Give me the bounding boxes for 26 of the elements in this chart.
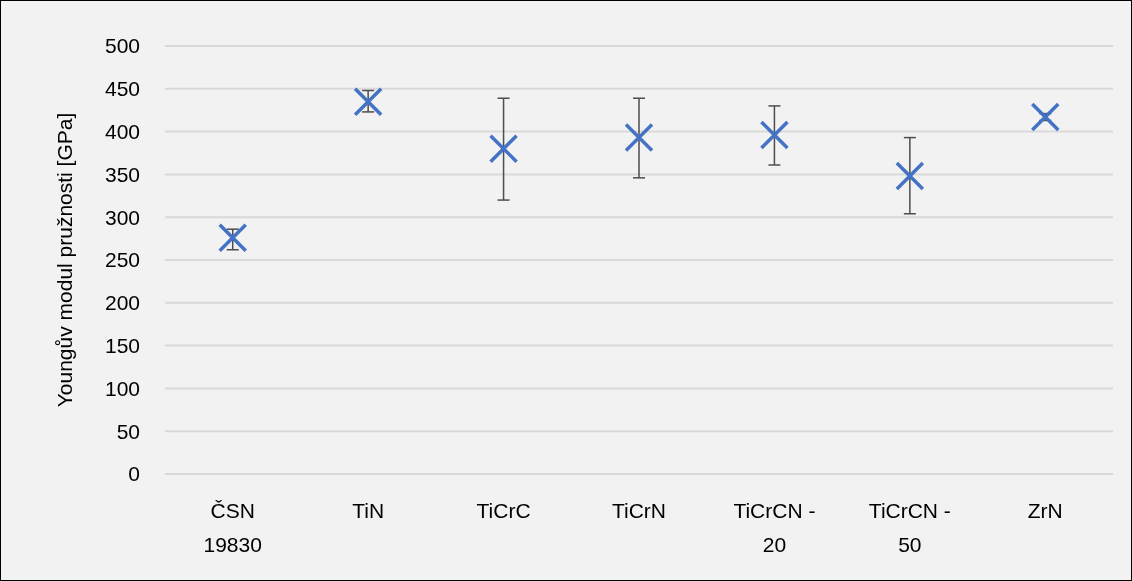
point [624,122,654,153]
point [759,120,790,150]
y-tick-label: 500 [104,34,140,58]
x-tick-label: TiN [352,499,385,522]
x-tick-label: TiCrCN - 20 [733,499,816,556]
point [1030,102,1061,132]
point [217,222,248,253]
y-tick-label: 350 [104,162,140,186]
x-tick-label: ZrN [1027,499,1063,522]
y-tick-label: 250 [104,248,140,272]
y-tick-label: 0 [128,462,140,486]
y-tick-label: 150 [104,333,140,357]
y-tick-label: 50 [116,419,140,443]
point [488,133,519,164]
x-tick-label: TiCrN [611,499,667,522]
y-tick-label: 200 [104,291,140,315]
y-tick-label: 300 [104,205,140,229]
x-tick-label: TiCrC [476,499,531,522]
x-tick-label: TiCrCN - 50 [868,499,951,556]
point [353,86,383,117]
x-tick-label: ČSN 19830 [203,499,262,556]
y-tick-label: 400 [104,119,140,143]
point [895,161,925,191]
y-axis-title: Youngův modul pružnosti [GPa] [53,112,76,408]
y-tick-label: 450 [104,77,140,101]
y-tick-label: 100 [104,376,140,400]
